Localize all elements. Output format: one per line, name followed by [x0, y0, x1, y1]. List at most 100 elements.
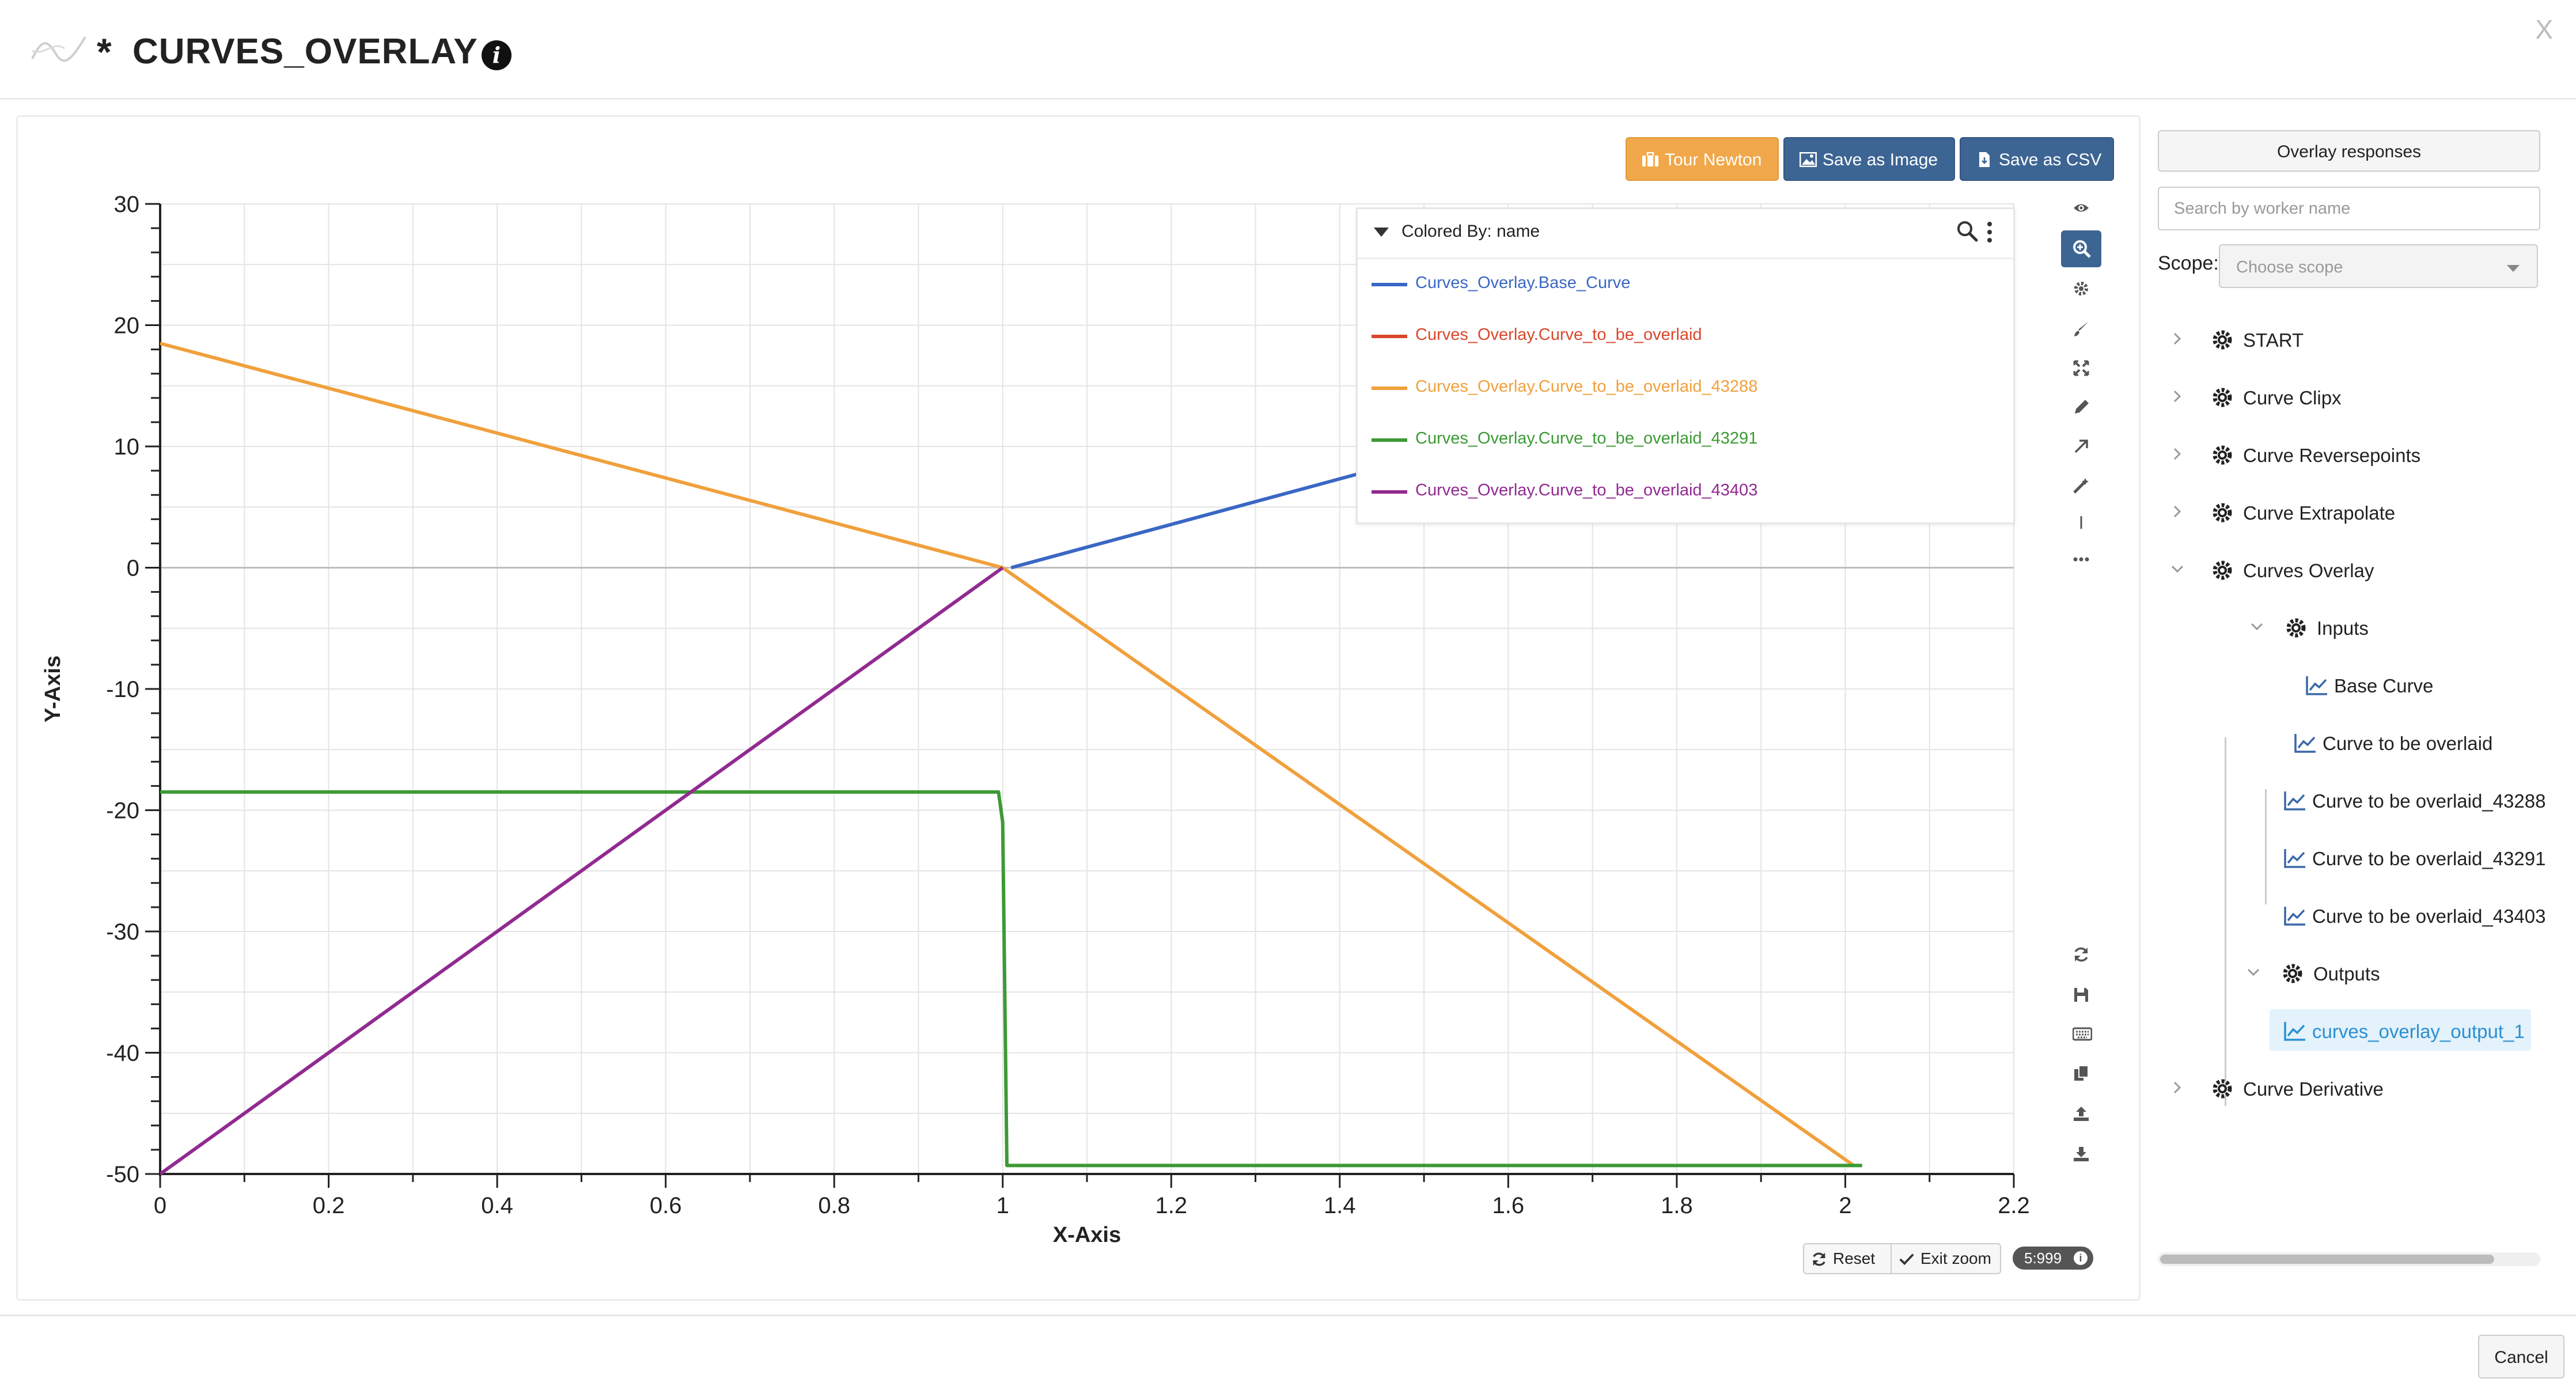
more-tools[interactable] — [2061, 541, 2101, 578]
overlay-responses-button[interactable]: Overlay responses — [2158, 130, 2540, 172]
tree-node-label: Curve to be overlaid_43291 — [2312, 848, 2546, 869]
fit-tool[interactable] — [2061, 350, 2101, 387]
line-chart-icon — [2306, 676, 2327, 695]
x-tick-label: 0.6 — [650, 1193, 682, 1218]
reset-label: Reset — [1833, 1249, 1876, 1267]
tree-node-label: Inputs — [2317, 618, 2369, 639]
tree-node-inputs[interactable]: Inputs — [2158, 609, 2545, 644]
tree-node-curves-overlay[interactable]: Curves Overlay — [2158, 552, 2545, 586]
series-line-0[interactable] — [1010, 472, 1357, 570]
legend-item-curve-overlaid[interactable]: Curves_Overlay.Curve_to_be_overlaid — [1372, 319, 1999, 353]
tree-node-curve-reversepoints[interactable]: Curve Reversepoints — [2158, 437, 2545, 471]
tree-node-label: Curve to be overlaid_43403 — [2312, 906, 2546, 927]
chevron-right-icon — [2173, 332, 2181, 345]
tree-node-label: curves_overlay_output_1 — [2312, 1021, 2525, 1042]
search-icon[interactable] — [1956, 219, 1979, 243]
tour-newton-button[interactable]: Tour Newton — [1626, 137, 1779, 181]
legend-item-curve-43288[interactable]: Curves_Overlay.Curve_to_be_overlaid_4328… — [1372, 370, 1999, 405]
tree-node-outputs[interactable]: Outputs — [2158, 955, 2545, 990]
legend-item-curve-43291[interactable]: Curves_Overlay.Curve_to_be_overlaid_4329… — [1372, 422, 1999, 457]
y-tick-label: 30 — [114, 192, 140, 217]
exit-zoom-button[interactable]: Exit zoom — [1892, 1244, 1999, 1273]
x-tick-label: 1.8 — [1661, 1193, 1693, 1218]
series-line-3[interactable] — [160, 790, 1862, 1168]
save-as-csv-button[interactable]: Save as CSV — [1960, 137, 2114, 181]
gear-icon — [2286, 618, 2306, 638]
reset-zoom-button[interactable]: Reset — [1804, 1244, 1892, 1273]
scope-select[interactable]: Choose scope — [2219, 244, 2538, 288]
tree-node-curve-extrapolate[interactable]: Curve Extrapolate — [2158, 494, 2545, 529]
download-tool[interactable] — [2061, 1136, 2101, 1173]
unsaved-marker: * — [97, 31, 112, 73]
settings-tool[interactable] — [2061, 271, 2101, 308]
x-tick-label: 0.4 — [481, 1193, 513, 1218]
chart-legend: Colored By: name Curves_Overlay.Base_Cur… — [1356, 207, 2015, 524]
chevron-down-icon — [2171, 565, 2184, 573]
image-icon — [1800, 152, 1817, 167]
scrollbar-thumb[interactable] — [2160, 1255, 2494, 1264]
zoom-tool[interactable] — [2061, 230, 2101, 267]
legend-item-base-curve[interactable]: Curves_Overlay.Base_Curve — [1372, 267, 1999, 301]
file-download-icon — [1979, 152, 1990, 167]
pencil-icon — [2075, 400, 2089, 414]
magic-wand-icon — [2073, 478, 2089, 494]
tree-node-curve-43403[interactable]: Curve to be overlaid_43403 — [2158, 897, 2545, 932]
tree-node-curve-43288[interactable]: Curve to be overlaid_43288 — [2158, 782, 2545, 817]
tree-node-output-1[interactable]: curves_overlay_output_1 — [2158, 1009, 2545, 1051]
tree-node-label: Curve Clipx — [2243, 387, 2342, 408]
tree-node-curve-overlaid[interactable]: Curve to be overlaid — [2158, 725, 2545, 759]
chevron-right-icon — [2173, 448, 2181, 460]
x-tick-label: 0.2 — [313, 1193, 345, 1218]
magic-tool[interactable] — [2061, 468, 2101, 505]
legend-header: Colored By: name — [1358, 209, 2013, 259]
tree-node-start[interactable]: START — [2158, 321, 2545, 356]
draw-tool[interactable] — [2061, 389, 2101, 426]
expand-icon — [2073, 360, 2089, 376]
tree-node-label: START — [2243, 329, 2304, 351]
keyboard-tool[interactable] — [2061, 1016, 2101, 1053]
x-tick-label: 1.6 — [1492, 1193, 1525, 1218]
save-as-image-button[interactable]: Save as Image — [1783, 137, 1955, 181]
legend-label: Curves_Overlay.Base_Curve — [1415, 274, 1631, 292]
cancel-button[interactable]: Cancel — [2478, 1335, 2564, 1378]
refresh-tool[interactable] — [2061, 937, 2101, 974]
tree-node-base-curve[interactable]: Base Curve — [2158, 667, 2545, 702]
copy-icon — [2074, 1065, 2089, 1081]
worker-search-input[interactable] — [2158, 187, 2540, 230]
chevron-down-icon — [2251, 623, 2263, 631]
tree-node-curve-clipx[interactable]: Curve Clipx — [2158, 379, 2545, 414]
info-icon[interactable]: i — [482, 40, 512, 70]
legend-label: Curves_Overlay.Curve_to_be_overlaid_4340… — [1415, 481, 1758, 499]
close-button[interactable]: X — [2535, 14, 2553, 44]
x-tick-label: 0 — [154, 1193, 166, 1218]
more-vertical-icon[interactable] — [1986, 219, 1994, 245]
upload-tool[interactable] — [2061, 1096, 2101, 1133]
chart-tools — [2061, 190, 2101, 1181]
arrow-tool[interactable] — [2061, 429, 2101, 465]
copy-tool[interactable] — [2061, 1055, 2101, 1092]
tree-node-curve-43291[interactable]: Curve to be overlaid_43291 — [2158, 840, 2545, 874]
upload-icon — [2074, 1107, 2089, 1121]
y-tick-label: 20 — [114, 313, 140, 339]
brush-tool[interactable] — [2061, 311, 2101, 348]
suitcase-icon — [1642, 152, 1658, 166]
modal-footer: Cancel — [0, 1315, 2576, 1390]
y-tick-label: -50 — [106, 1162, 139, 1187]
keyboard-icon — [2073, 1027, 2092, 1041]
legend-item-curve-43403[interactable]: Curves_Overlay.Curve_to_be_overlaid_4340… — [1372, 474, 1999, 509]
gear-icon — [2213, 503, 2232, 522]
tree-node-label: Curve Reversepoints — [2243, 445, 2421, 466]
horizontal-scrollbar[interactable] — [2158, 1252, 2540, 1266]
y-axis-label: Y-Axis — [41, 656, 65, 722]
collapse-caret-icon[interactable] — [1374, 228, 1389, 237]
save-tool[interactable] — [2061, 977, 2101, 1014]
legend-swatch — [1372, 438, 1407, 442]
tree-node-curve-derivative[interactable]: Curve Derivative — [2158, 1070, 2545, 1105]
series-line-4[interactable] — [160, 566, 1004, 1176]
line-chart-icon — [2284, 849, 2305, 868]
visibility-tool[interactable] — [2061, 190, 2101, 227]
tree-node-label: Curve to be overlaid — [2323, 733, 2493, 754]
legend-title: Colored By: name — [1401, 222, 1540, 241]
sampling-badge[interactable]: 5:999 i — [2013, 1247, 2093, 1270]
gear-icon — [2074, 282, 2088, 296]
